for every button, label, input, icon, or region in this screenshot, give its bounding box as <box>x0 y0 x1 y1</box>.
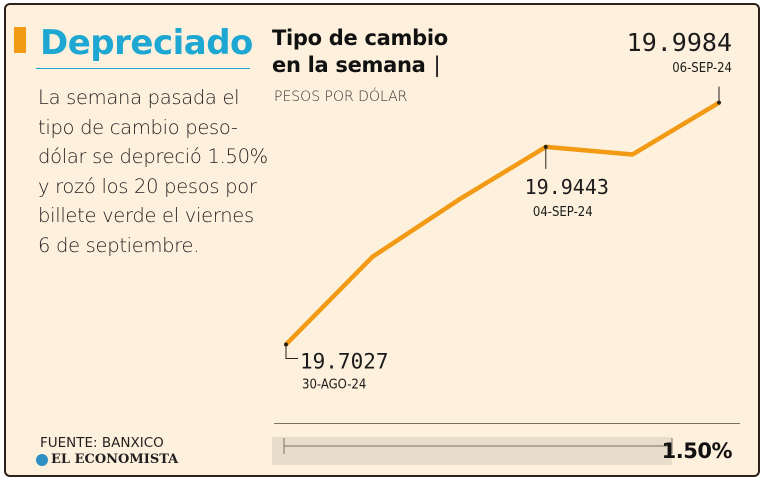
date-label: 04-SEP-24 <box>533 205 593 220</box>
date-label: 30-AGO-24 <box>302 377 366 392</box>
line-chart: 19.7027 30-AGO-24 19.9443 04-SEP-24 19.9984 0… <box>284 28 732 392</box>
value-label: 19.9443 <box>525 175 609 199</box>
weekly-change-track <box>272 437 672 465</box>
chart-baseline <box>274 423 740 424</box>
exchange-rate-line <box>284 100 721 347</box>
description-text: La semana pasada el tipo de cambio peso-… <box>38 86 268 257</box>
logo-mark-icon <box>36 453 48 466</box>
leader-line <box>285 344 298 359</box>
chart-title-line1: Tipo de cambio <box>272 26 448 50</box>
weekly-change-marker-layer <box>283 438 673 454</box>
infographic-frame: Depreciado La semana pasada el tipo de c… <box>4 3 760 477</box>
date-label: 06-SEP-24 <box>672 61 732 76</box>
publisher-logo: EL ECONOMISTA <box>36 452 178 467</box>
logo-text: EL ECONOMISTA <box>51 452 179 467</box>
accent-bar <box>14 27 26 53</box>
headline-divider <box>36 68 250 69</box>
chart-title: Tipo de cambio en la semana | <box>272 25 448 79</box>
weekly-change-value: 1.50% <box>661 439 733 463</box>
headline: Depreciado <box>40 23 253 63</box>
source-credit: FUENTE: BANXICO <box>40 435 164 451</box>
value-label: 19.9984 <box>627 28 732 57</box>
chart-title-line2: en la semana <box>272 53 426 77</box>
chart-subtitle: PESOS POR DÓLAR <box>274 89 408 105</box>
title-separator: | <box>433 53 441 77</box>
value-label: 19.7027 <box>300 349 389 373</box>
